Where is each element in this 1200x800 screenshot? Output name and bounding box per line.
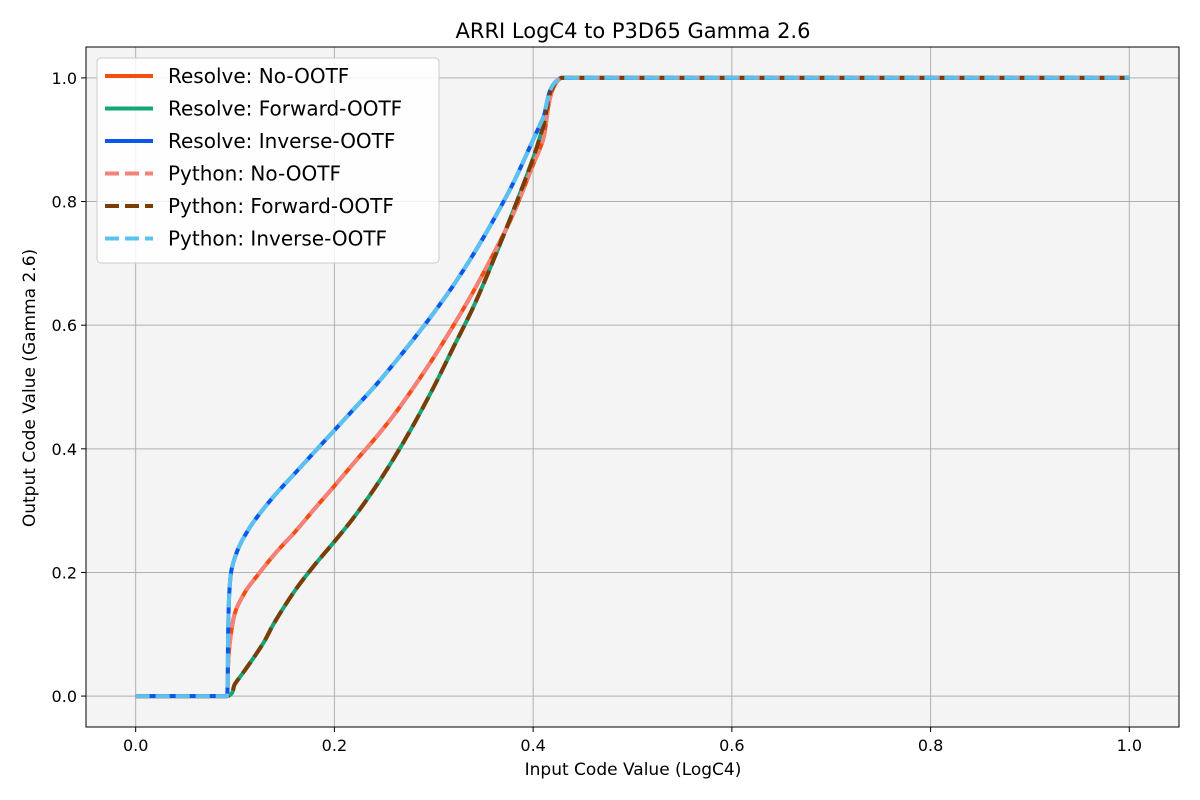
legend-label: Python: Inverse-OOTF: [168, 227, 387, 251]
plot-frame: [85, 46, 1180, 728]
x-axis-label: Input Code Value (LogC4): [525, 760, 742, 780]
legend-label: Resolve: No-OOTF: [168, 64, 349, 88]
chart-title: ARRI LogC4 to P3D65 Gamma 2.6: [456, 19, 811, 43]
legend-label: Resolve: Forward-OOTF: [168, 97, 402, 121]
x-tick-label: 1.0: [1117, 736, 1142, 755]
y-axis-label: Output Code Value (Gamma 2.6): [20, 249, 40, 527]
y-tick-label: 0.2: [52, 563, 77, 582]
legend-label: Python: No-OOTF: [168, 162, 341, 186]
y-tick-label: 0.0: [52, 687, 77, 706]
y-tick-label: 1.0: [52, 69, 77, 88]
x-tick-label: 0.0: [123, 736, 148, 755]
legend-label: Python: Forward-OOTF: [168, 194, 394, 218]
x-tick-label: 0.4: [520, 736, 545, 755]
x-tick-label: 0.6: [719, 736, 744, 755]
x-tick-label: 0.2: [322, 736, 347, 755]
legend-box: [96, 57, 440, 264]
series-layer: [135, 75, 1130, 699]
y-tick-label: 0.8: [52, 193, 77, 212]
x-tick-label: 0.8: [918, 736, 943, 755]
legend: Resolve: No-OOTF Resolve: Forward-OOTF Res…: [96, 57, 440, 264]
y-tick-label: 0.4: [52, 440, 77, 459]
series-line-6: [135, 75, 1130, 699]
legend-label: Resolve: Inverse-OOTF: [168, 129, 395, 153]
x-axis-ticks: 0.0 0.2 0.4 0.6 0.8 1.0: [123, 727, 1142, 755]
y-axis-ticks: 0.0 0.2 0.4 0.6 0.8 1.0: [52, 69, 86, 706]
y-tick-label: 0.6: [52, 316, 77, 335]
